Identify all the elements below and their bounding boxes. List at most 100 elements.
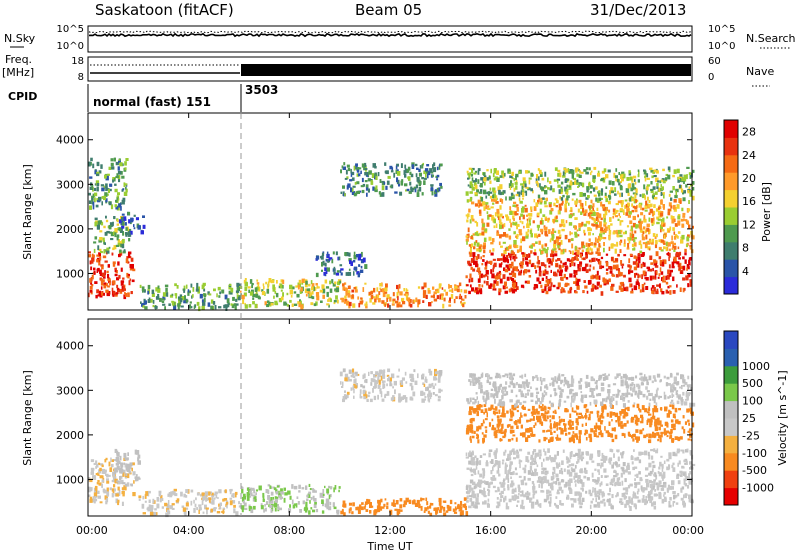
power-cell-10 [632,244,634,247]
power-cell-1 [94,222,97,227]
power-cell-10 [615,215,618,217]
power-cell-11 [683,181,685,184]
velocity-cell-3 [311,497,313,500]
velocity-cell-7 [488,408,491,411]
power-cell-6 [396,285,398,289]
power-cell-5 [285,303,288,306]
power-cell-10 [483,245,486,249]
power-cell-10 [640,212,643,215]
power-cell-3 [115,200,118,203]
velocity-cell-6 [582,498,585,502]
velocity-cell-6 [515,467,517,470]
power-cell-11 [467,178,469,180]
velocity-cell-2 [230,498,233,500]
velocity-cell-7 [576,408,579,410]
power-cell-10 [640,228,642,231]
velocity-cell-6 [467,468,470,470]
power-cell-10 [545,243,548,246]
velocity-cell-7 [468,413,471,416]
power-cell-9 [599,261,602,265]
velocity-cell-6 [570,498,574,500]
power-cell-9 [512,273,515,277]
power-cell-0 [90,286,93,290]
power-cell-6 [364,283,366,285]
velocity-cell-7 [582,424,584,427]
velocity-cell-3 [305,508,308,511]
power-cell-6 [431,301,433,303]
power-colorbar-segment-7 [724,155,738,173]
velocity-cell-6 [683,505,686,508]
velocity-cell-6 [567,471,571,474]
velocity-cell-2 [152,499,154,504]
power-cell-4 [204,298,206,303]
power-cell-10 [510,223,512,228]
velocity-cell-6 [618,464,620,467]
velocity-cell-7 [576,426,578,430]
power-cell-3 [112,180,114,183]
power-cell-9 [512,268,514,273]
power-cell-9 [469,279,471,283]
power-cell-9 [685,259,687,264]
power-cell-6 [380,289,382,292]
power-cell-11 [646,186,649,190]
power-cell-9 [656,284,659,286]
velocity-cell-6 [634,458,637,461]
power-cell-3 [90,158,93,162]
velocity-cell-4 [443,507,445,512]
power-cell-10 [632,234,634,239]
power-cell-4 [210,306,213,310]
velocity-cell-6 [623,462,626,466]
power-cell-11 [657,180,659,182]
power-cell-7 [415,189,417,193]
velocity-cell-3 [333,487,335,492]
velocity-cell-7 [554,410,556,412]
velocity-cell-3 [244,508,247,510]
velocity-cell-7 [502,436,505,438]
power-cell-9 [486,270,489,275]
power-cell-3 [89,205,92,210]
power-cell-10 [569,222,572,226]
power-cell-2 [133,224,135,227]
velocity-cell-0 [95,499,97,501]
power-cell-4 [229,284,231,286]
velocity-cell-7 [614,427,616,431]
power-cell-6 [385,283,388,287]
velocity-cell-0 [110,487,112,490]
power-cell-10 [509,211,512,215]
velocity-cell-1 [135,476,137,481]
noise-panel: N.Sky 10^5 10^0 10^5 10^0 N.Search [4,24,796,52]
power-cell-5 [268,302,270,305]
power-cell-5 [320,301,323,304]
power-cell-10 [570,207,572,210]
power-cell-10 [525,236,528,239]
velocity-cell-3 [284,498,286,503]
velocity-cell-6 [584,471,587,473]
power-cell-10 [631,203,633,206]
velocity-cell-0 [110,458,112,463]
power-cell-10 [508,228,510,231]
power-cell-9 [505,269,509,273]
power-cell-10 [642,208,644,211]
power-cell-4 [164,306,166,310]
velocity-cell-2 [215,492,218,495]
velocity-cell-7 [485,426,488,428]
velocity-cell-6 [575,480,577,483]
velocity-cell-6 [574,491,577,496]
power-cell-9 [652,268,654,271]
power-cell-4 [180,298,182,302]
power-cell-6 [441,296,443,300]
power-cell-9 [564,274,566,278]
velocity-cell-6 [567,470,570,472]
power-cell-9 [683,266,686,271]
power-cell-10 [616,230,618,234]
power-cell-11 [509,196,512,200]
power-cell-5 [294,304,297,306]
velocity-cell-6 [583,476,586,479]
power-cell-11 [653,186,656,190]
velocity-cell-7 [678,408,681,410]
power-cell-4 [225,304,228,308]
velocity-cell-2 [206,508,209,510]
power-cell-2 [136,217,139,220]
power-cell-9 [687,283,689,287]
power-cell-10 [556,205,558,207]
